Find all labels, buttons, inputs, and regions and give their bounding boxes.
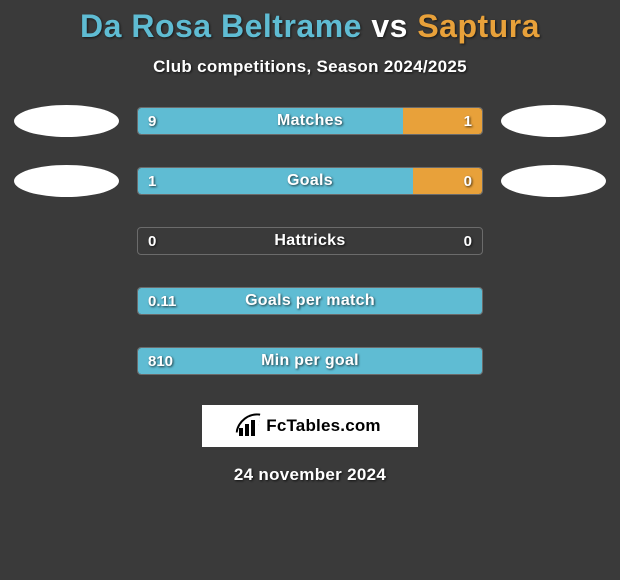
ellipse-spacer <box>14 345 119 377</box>
stat-row: 10Goals <box>0 165 620 197</box>
stat-rows: 91Matches 10Goals 0 0Hattricks 0.11Goals per… <box>0 105 620 377</box>
bar-segment-left <box>138 288 482 314</box>
comparison-card: Da Rosa Beltrame vs Saptura Club competi… <box>0 0 620 485</box>
stat-bar: 10Goals <box>137 167 483 195</box>
ellipse-spacer <box>14 285 119 317</box>
bar-segment-left <box>138 108 403 134</box>
chart-icon <box>239 416 261 436</box>
stat-row: 0 0Hattricks <box>0 225 620 257</box>
player-ellipse-right <box>501 165 606 197</box>
stat-label: Hattricks <box>138 228 482 254</box>
stat-bar: 0.11Goals per match <box>137 287 483 315</box>
footer-date: 24 november 2024 <box>0 465 620 485</box>
stat-row: 0.11Goals per match <box>0 285 620 317</box>
ellipse-spacer <box>501 345 606 377</box>
bar-segment-left <box>138 168 413 194</box>
title-vs: vs <box>362 8 417 44</box>
ellipse-spacer <box>501 285 606 317</box>
subtitle: Club competitions, Season 2024/2025 <box>0 57 620 77</box>
stat-bar: 91Matches <box>137 107 483 135</box>
ellipse-spacer <box>501 225 606 257</box>
player-ellipse-left <box>14 105 119 137</box>
bar-segment-right <box>413 168 482 194</box>
stat-value-left: 0 <box>148 228 156 254</box>
stat-bar: 0 0Hattricks <box>137 227 483 255</box>
player-ellipse-left <box>14 165 119 197</box>
stat-row: 91Matches <box>0 105 620 137</box>
stat-value-right: 0 <box>464 228 472 254</box>
brand-text: FcTables.com <box>266 416 381 436</box>
title-player1: Da Rosa Beltrame <box>80 8 362 44</box>
bar-segment-left <box>138 348 482 374</box>
page-title: Da Rosa Beltrame vs Saptura <box>0 8 620 45</box>
player-ellipse-right <box>501 105 606 137</box>
stat-row: 810Min per goal <box>0 345 620 377</box>
brand-badge[interactable]: FcTables.com <box>202 405 418 447</box>
ellipse-spacer <box>14 225 119 257</box>
bar-segment-right <box>403 108 482 134</box>
stat-bar: 810Min per goal <box>137 347 483 375</box>
title-player2: Saptura <box>417 8 540 44</box>
